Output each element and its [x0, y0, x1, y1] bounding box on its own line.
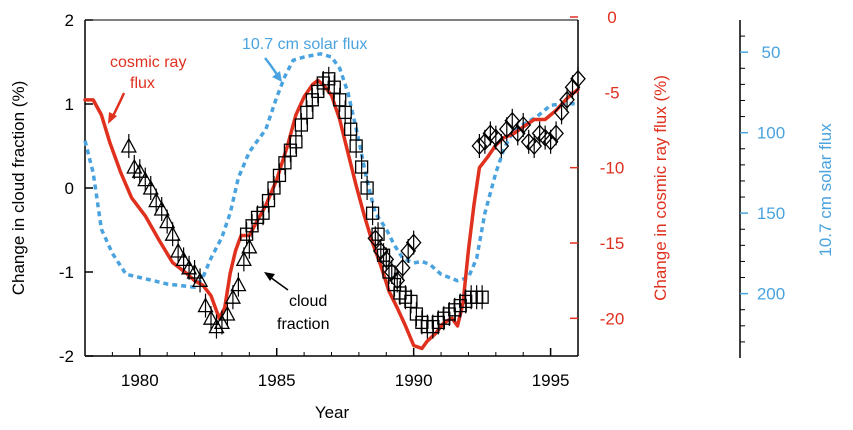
cloud-point-diamond — [487, 128, 504, 147]
cloud-tick-label: 0 — [65, 179, 74, 198]
annotation-cloud-line2: fraction — [277, 316, 329, 333]
annotation-cosmic-arrowhead — [108, 112, 117, 124]
x-axis-title: Year — [315, 403, 350, 422]
cosmic-axis: 0 -5 -10 -15 -20 — [570, 8, 624, 328]
x-tick-label: 1990 — [395, 371, 433, 390]
cloud-point-triangle — [235, 251, 252, 267]
cloud-point-square — [349, 139, 363, 153]
cloud-point-diamond — [367, 229, 384, 248]
cloud-point-triangle — [170, 242, 187, 258]
cloud-point-square — [344, 122, 358, 136]
cloud-tick-label: 1 — [65, 95, 74, 114]
x-tick-label: 1980 — [121, 371, 159, 390]
cloud-point-triangle — [175, 251, 192, 267]
cloud-point-triangle — [230, 276, 247, 292]
cosmic-tick-label: 0 — [607, 8, 616, 27]
cloud-axis: 2 1 0 -1 -2 — [59, 11, 93, 366]
cloud-point-triangle — [197, 297, 214, 313]
cloud-point-triangle — [208, 318, 225, 334]
cloud-point-triangle — [164, 225, 181, 241]
x-tick-label: 1995 — [532, 371, 570, 390]
cloud-point-triangle — [191, 272, 209, 288]
annotation-cosmic-line2: flux — [130, 75, 155, 92]
cloud-point-square — [360, 181, 374, 195]
cosmic-tick-label: -15 — [600, 234, 625, 253]
cloud-point-diamond — [526, 137, 543, 155]
cloud-tick-label: -1 — [59, 263, 74, 282]
cloud-point-triangle — [186, 263, 203, 279]
cosmic-axis-title: Change in cosmic ray flux (%) — [651, 75, 670, 301]
cloud-point-triangle — [159, 213, 176, 229]
cloud-axis-title: Change in cloud fraction (%) — [9, 81, 28, 296]
x-tick-label: 1985 — [258, 371, 296, 390]
solar-tick-label: 100 — [757, 124, 785, 143]
cloud-point-triangle — [219, 305, 236, 321]
cloud-point-triangle — [120, 137, 137, 153]
annotation-solar-arrow — [264, 57, 280, 77]
annotation-cosmic-arrow — [110, 92, 126, 119]
cloud-point-triangle — [142, 179, 159, 195]
cloud-point-square — [338, 105, 352, 120]
annotation-solar-arrowhead — [272, 71, 282, 82]
cloud-point-triangle — [241, 238, 258, 254]
cloud-point-diamond — [542, 132, 559, 151]
cloud-point-diamond — [564, 78, 581, 97]
cloud-point-square — [365, 206, 380, 220]
cloud-point-triangle — [224, 288, 241, 304]
series-cloud-fraction — [120, 66, 586, 339]
annotation-cloud-arrowhead — [264, 272, 275, 281]
cloud-point-diamond — [570, 69, 586, 88]
cloud-point-square — [289, 135, 303, 149]
cloud-point-triangle — [137, 171, 154, 187]
x-axis: 1980 1985 1990 1995 — [84, 348, 579, 390]
annotation-solar: 10.7 cm solar flux — [242, 36, 367, 53]
cloud-point-diamond — [378, 250, 395, 269]
annotation-cloud-line1: cloud — [289, 293, 327, 310]
cloud-point-diamond — [515, 116, 532, 134]
cloud-point-diamond — [504, 111, 521, 130]
cloud-tick-label: -2 — [59, 347, 74, 366]
solar-axis: 50 100 150 200 — [739, 20, 785, 358]
cloud-point-diamond — [498, 120, 515, 139]
cloud-point-triangle — [126, 158, 143, 174]
annotation-cloud-arrow — [269, 276, 289, 291]
cloud-point-triangle — [131, 162, 148, 178]
solar-tick-label: 50 — [762, 43, 781, 62]
cloud-point-diamond — [553, 103, 570, 122]
cloud-point-diamond — [471, 137, 488, 155]
series-solar-flux-line — [83, 52, 578, 289]
cloud-point-triangle — [148, 192, 165, 208]
cosmic-tick-label: -10 — [600, 159, 625, 178]
cloud-point-diamond — [400, 242, 417, 260]
cloud-point-diamond — [372, 242, 389, 260]
cloud-point-square — [475, 290, 489, 304]
series-layer — [83, 52, 586, 351]
cloud-point-triangle — [213, 314, 231, 330]
cloud-point-triangle — [180, 259, 198, 275]
cloud-point-diamond — [394, 258, 411, 277]
annotation-cosmic-line1: cosmic ray — [110, 54, 186, 71]
cloud-point-diamond — [493, 137, 510, 155]
solar-tick-label: 200 — [757, 285, 785, 304]
cloud-point-diamond — [389, 271, 406, 290]
cloud-point-square — [354, 160, 369, 174]
cloud-point-diamond — [405, 233, 422, 252]
cloud-point-triangle — [202, 309, 220, 325]
cloud-tick-label: 2 — [65, 11, 74, 30]
cosmic-tick-label: -20 — [600, 309, 625, 328]
solar-axis-title: 10.7 cm solar flux — [816, 123, 835, 257]
cloud-point-diamond — [559, 90, 575, 109]
cosmic-tick-label: -5 — [604, 83, 619, 102]
cloud-point-triangle — [153, 200, 170, 216]
cloud-point-diamond — [548, 124, 564, 143]
cloud-point-diamond — [509, 124, 526, 143]
solar-tick-label: 150 — [757, 204, 785, 223]
